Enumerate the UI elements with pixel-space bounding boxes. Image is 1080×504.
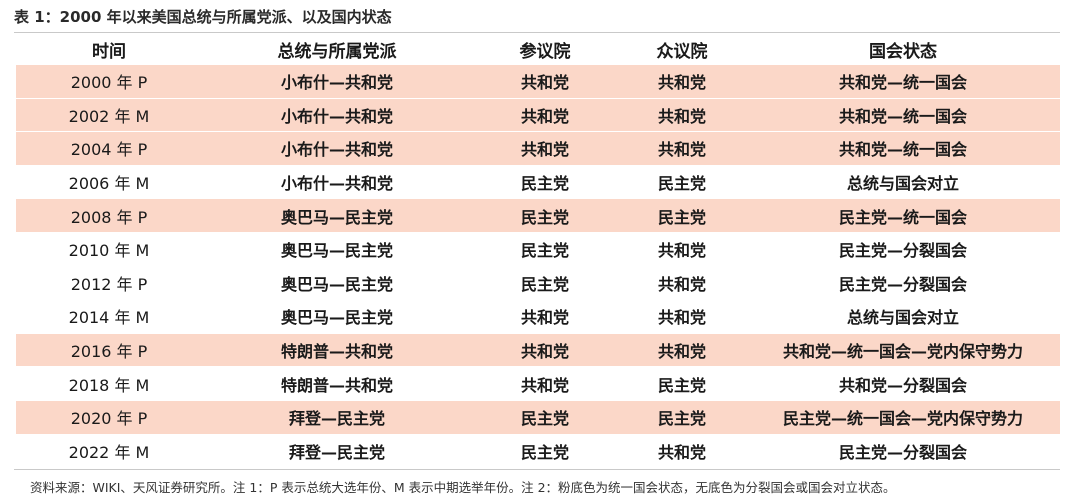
cell-senate: 共和党 <box>520 308 569 328</box>
cell-year: 2018 年 M <box>68 375 150 395</box>
top-divider <box>14 32 1060 33</box>
cell-president: 小布什—共和党 <box>280 140 393 160</box>
cell-year: 2020 年 P <box>70 409 148 429</box>
cell-president: 小布什—共和党 <box>280 174 393 194</box>
table-row: 2006 年 M 小布什—共和党 民主党 民主党 总统与国会对立 <box>16 166 1060 200</box>
cell-president: 特朗普—共和党 <box>280 375 393 395</box>
header-congress-status: 国会状态 <box>869 41 937 62</box>
cell-president: 奥巴马—民主党 <box>280 241 393 261</box>
cell-status: 民主党—统一国会 <box>838 207 967 227</box>
cell-senate: 民主党 <box>520 241 569 261</box>
table-caption: 表 1：2000 年以来美国总统与所属党派、以及国内状态 <box>14 8 392 26</box>
cell-year: 2004 年 P <box>70 140 148 160</box>
cell-status: 总统与国会对立 <box>846 174 959 194</box>
cell-status: 民主党—分裂国会 <box>838 442 967 462</box>
cell-senate: 民主党 <box>520 442 569 462</box>
cell-senate: 共和党 <box>520 140 569 160</box>
header-house: 众议院 <box>656 41 708 62</box>
table-row: 2016 年 P 特朗普—共和党 共和党 共和党 共和党—统一国会—党内保守势力 <box>16 333 1060 368</box>
table-row: 2020 年 P 拜登—民主党 民主党 民主党 民主党—统一国会—党内保守势力 <box>16 400 1060 435</box>
cell-year: 2002 年 M <box>68 106 150 126</box>
cell-year: 2016 年 P <box>70 342 148 362</box>
table-row: 2018 年 M 特朗普—共和党 共和党 民主党 共和党—分裂国会 <box>16 367 1060 401</box>
cell-house: 民主党 <box>657 375 706 395</box>
cell-house: 共和党 <box>657 106 706 126</box>
cell-house: 民主党 <box>657 207 706 227</box>
cell-status: 总统与国会对立 <box>846 308 959 328</box>
cell-senate: 民主党 <box>520 409 569 429</box>
cell-house: 共和党 <box>657 73 706 93</box>
cell-house: 民主党 <box>657 174 706 194</box>
cell-senate: 共和党 <box>520 106 569 126</box>
cell-senate: 共和党 <box>520 375 569 395</box>
cell-house: 共和党 <box>657 140 706 160</box>
cell-house: 共和党 <box>657 342 706 362</box>
cell-house: 共和党 <box>657 308 706 328</box>
cell-status: 共和党—统一国会 <box>838 73 967 93</box>
cell-status: 共和党—统一国会 <box>838 106 967 126</box>
table-row: 2012 年 P 奥巴马—民主党 民主党 共和党 民主党—分裂国会 <box>16 267 1060 301</box>
cell-year: 2012 年 P <box>70 274 148 294</box>
cell-president: 小布什—共和党 <box>280 73 393 93</box>
cell-senate: 共和党 <box>520 342 569 362</box>
cell-status: 共和党—统一国会 <box>838 140 967 160</box>
table-row: 2008 年 P 奥巴马—民主党 民主党 民主党 民主党—统一国会 <box>16 199 1060 233</box>
cell-senate: 共和党 <box>520 73 569 93</box>
table-header-row: 时间 总统与所属党派 参议院 众议院 国会状态 <box>16 34 1060 65</box>
cell-status: 民主党—分裂国会 <box>838 241 967 261</box>
cell-house: 共和党 <box>657 274 706 294</box>
header-president-party: 总统与所属党派 <box>277 41 397 62</box>
cell-senate: 民主党 <box>520 274 569 294</box>
cell-year: 2010 年 M <box>68 241 150 261</box>
cell-president: 小布什—共和党 <box>280 106 393 126</box>
header-senate: 参议院 <box>519 41 571 62</box>
table-body: 2000 年 P 小布什—共和党 共和党 共和党 共和党—统一国会 2002 年 M 小布什… <box>16 65 1060 469</box>
table-row: 2010 年 M 奥巴马—民主党 民主党 共和党 民主党—分裂国会 <box>16 233 1060 267</box>
bottom-divider <box>14 469 1060 470</box>
election-table: 时间 总统与所属党派 参议院 众议院 国会状态 2000 年 P 小布什—共和党共… <box>16 34 1060 469</box>
cell-status: 民主党—统一国会—党内保守势力 <box>782 409 1023 429</box>
cell-status: 民主党—分裂国会 <box>838 274 967 294</box>
table-row: 2000 年 P 小布什—共和党 共和党 共和党 共和党—统一国会 <box>16 65 1060 99</box>
table-row: 2022 年 M 拜登—民主党 民主党 共和党 民主党—分裂国会 <box>16 435 1060 469</box>
cell-year: 2022 年 M <box>68 442 150 462</box>
cell-senate: 民主党 <box>520 174 569 194</box>
cell-president: 奥巴马—民主党 <box>280 308 393 328</box>
cell-senate: 民主党 <box>520 207 569 227</box>
cell-house: 民主党 <box>657 409 706 429</box>
cell-house: 共和党 <box>657 241 706 261</box>
cell-house: 共和党 <box>657 442 706 462</box>
cell-year: 2000 年 P <box>70 73 148 93</box>
cell-year: 2006 年 M <box>68 174 150 194</box>
cell-president: 奥巴马—民主党 <box>280 207 393 227</box>
cell-year: 2008 年 P <box>70 207 148 227</box>
cell-president: 奥巴马—民主党 <box>280 274 393 294</box>
table-row: 2004 年 P 小布什—共和党 共和党 共和党 共和党—统一国会 <box>16 132 1060 166</box>
cell-status: 共和党—统一国会—党内保守势力 <box>782 342 1023 362</box>
cell-president: 拜登—民主党 <box>288 409 385 429</box>
source-note: 资料来源：WIKI、天风证券研究所。注 1：P 表示总统大选年份、M 表示中期选… <box>30 480 896 495</box>
table-row: 2014 年 M 奥巴马—民主党 共和党 共和党 总统与国会对立 <box>16 300 1060 334</box>
cell-year: 2014 年 M <box>68 308 150 328</box>
header-time: 时间 <box>92 41 126 62</box>
cell-president: 拜登—民主党 <box>288 442 385 462</box>
cell-status: 共和党—分裂国会 <box>838 375 967 395</box>
table-row: 2002 年 M 小布什—共和党 共和党 共和党 共和党—统一国会 <box>16 98 1060 133</box>
cell-president: 特朗普—共和党 <box>280 342 393 362</box>
